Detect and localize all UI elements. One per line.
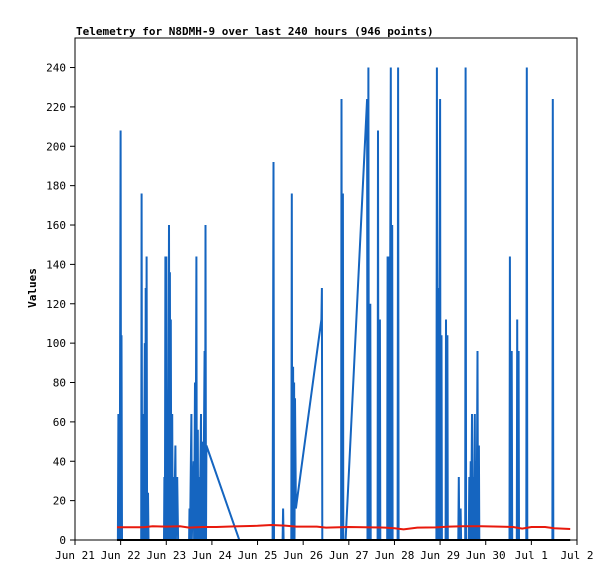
x-tick-label: Jun 29 xyxy=(420,549,460,562)
plot-area-frame xyxy=(74,37,578,541)
series-line-2 xyxy=(117,523,571,531)
series-line-1 xyxy=(116,67,555,541)
y-tick-label: 0 xyxy=(59,534,66,547)
y-tick-label: 240 xyxy=(46,62,66,75)
x-tick-label: Jul 1 xyxy=(515,549,548,562)
series-layer xyxy=(116,67,571,541)
y-tick-label: 60 xyxy=(53,416,66,429)
x-tick-label: Jun 24 xyxy=(192,549,232,562)
y-tick-label: 160 xyxy=(46,219,66,232)
chart-title: Telemetry for N8DMH-9 over last 240 hour… xyxy=(76,25,434,38)
x-tick-label: Jun 30 xyxy=(466,549,506,562)
y-tick-label: 180 xyxy=(46,180,66,193)
x-axis: Jun 21 Jun 22 Jun 23 Jun 24 Jun 25 Jun 26 Jun … xyxy=(55,540,594,562)
x-tick-label: Jun 23 xyxy=(146,549,186,562)
x-tick-label: Jun 26 xyxy=(283,549,323,562)
y-tick-label: 220 xyxy=(46,101,66,114)
y-tick-label: 120 xyxy=(46,298,66,311)
x-tick-label: Jul 2 xyxy=(560,549,593,562)
x-tick-label: Jun 25 xyxy=(238,549,278,562)
x-tick-label: Jun 27 xyxy=(329,549,369,562)
x-tick-label: Jun 22 xyxy=(101,549,141,562)
y-tick-label: 100 xyxy=(46,337,66,350)
y-axis: 0 20 40 60 80 100 120 140 160 180 200 220 240 xyxy=(46,62,75,547)
x-tick-label: Jun 21 xyxy=(55,549,95,562)
y-tick-label: 20 xyxy=(53,495,66,508)
y-tick-label: 140 xyxy=(46,258,66,271)
y-tick-label: 200 xyxy=(46,140,66,153)
x-tick-label: Jun 28 xyxy=(375,549,415,562)
y-tick-label: 40 xyxy=(53,455,66,468)
y-axis-title: Values xyxy=(26,268,39,308)
y-tick-label: 80 xyxy=(53,377,66,390)
